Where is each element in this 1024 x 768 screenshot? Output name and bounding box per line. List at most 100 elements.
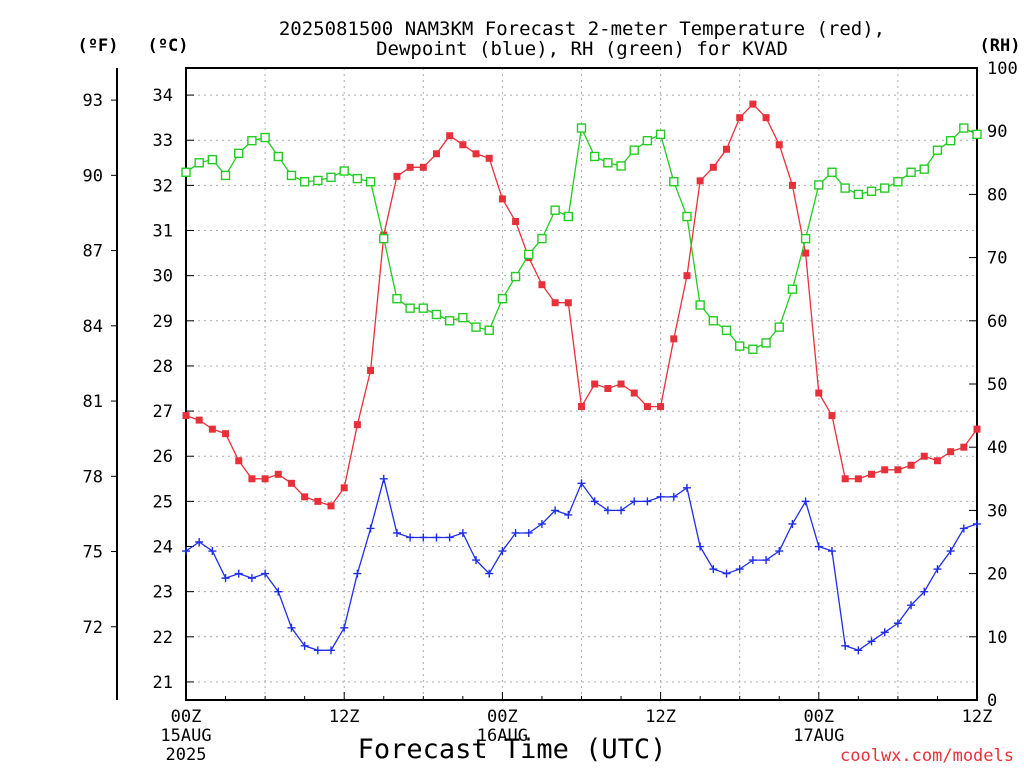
data-point: [960, 444, 967, 451]
data-point: [868, 637, 876, 645]
data-point: [512, 218, 519, 225]
data-point: [841, 184, 849, 192]
data-point: [512, 273, 520, 281]
data-point: [894, 466, 901, 473]
data-point: [947, 137, 955, 145]
data-point: [459, 529, 467, 537]
data-point: [630, 146, 638, 154]
data-point: [723, 570, 731, 578]
data-point: [604, 506, 612, 514]
data-point: [683, 213, 691, 221]
data-point: [828, 168, 836, 176]
data-point: [420, 164, 427, 171]
data-point: [828, 412, 835, 419]
data-point: [683, 484, 691, 492]
x-tick-label: 00Z: [803, 707, 834, 727]
rh-tick-label: 100: [987, 59, 1018, 79]
data-point: [183, 412, 190, 419]
data-point: [920, 165, 928, 173]
data-point: [775, 547, 783, 555]
data-point: [670, 493, 678, 501]
data-point: [367, 178, 375, 186]
data-point: [525, 250, 533, 258]
x-tick-date-label: 15AUG: [160, 726, 211, 746]
data-point: [788, 520, 796, 528]
data-point: [802, 497, 810, 505]
data-point: [328, 502, 335, 509]
data-point: [433, 150, 440, 157]
data-point: [235, 149, 243, 157]
data-point: [657, 493, 665, 501]
data-point: [591, 381, 598, 388]
data-point: [406, 533, 414, 541]
data-point: [353, 570, 361, 578]
data-point: [208, 156, 216, 164]
data-point: [473, 150, 480, 157]
fahrenheit-tick-label: 90: [83, 166, 103, 186]
celsius-tick-label: 34: [153, 86, 173, 106]
celsius-tick-label: 27: [153, 402, 173, 422]
data-point: [340, 624, 348, 632]
data-point: [736, 565, 744, 573]
fahrenheit-tick-label: 75: [83, 543, 103, 563]
data-point: [670, 178, 678, 186]
data-point: [275, 471, 282, 478]
data-point: [486, 155, 493, 162]
celsius-tick-label: 31: [153, 222, 173, 242]
data-point: [407, 164, 414, 171]
x-tick-date-label: 17AUG: [793, 726, 844, 746]
data-point: [367, 524, 375, 532]
data-point: [195, 538, 203, 546]
data-point: [644, 403, 651, 410]
fahrenheit-tick-label: 93: [83, 91, 103, 111]
fahrenheit-tick-label: 72: [83, 618, 103, 638]
axes: [111, 68, 977, 700]
data-point: [393, 295, 401, 303]
x-axis-label: Forecast Time (UTC): [358, 734, 667, 765]
celsius-tick-label: 26: [153, 447, 173, 467]
data-point: [815, 181, 823, 189]
data-point: [301, 178, 309, 186]
data-point: [565, 299, 572, 306]
data-point: [696, 543, 704, 551]
data-point: [630, 497, 638, 505]
data-point: [314, 646, 322, 654]
fahrenheit-tick-label: 78: [83, 467, 103, 487]
data-point: [419, 533, 427, 541]
series-2-meter-temperature: [183, 101, 981, 510]
data-point: [841, 642, 849, 650]
data-point: [591, 152, 599, 160]
data-point: [788, 285, 796, 293]
chart-title-line-1: 2025081500 NAM3KM Forecast 2-meter Tempe…: [279, 18, 885, 40]
data-point: [327, 173, 335, 181]
data-point: [670, 335, 677, 342]
data-point: [881, 184, 889, 192]
data-point: [709, 317, 717, 325]
fahrenheit-tick-label: 81: [83, 392, 103, 412]
data-point: [815, 543, 823, 551]
data-point: [472, 323, 480, 331]
data-point: [618, 381, 625, 388]
credit-link[interactable]: coolwx.com/models: [840, 746, 1014, 766]
data-point: [327, 646, 335, 654]
data-point: [921, 453, 928, 460]
data-point: [749, 556, 757, 564]
data-point: [854, 190, 862, 198]
x-tick-year-label: 2025: [166, 745, 207, 765]
celsius-tick-label: 24: [153, 538, 173, 558]
data-point: [196, 417, 203, 424]
data-point: [195, 159, 203, 167]
data-point: [815, 390, 822, 397]
data-point: [419, 304, 427, 312]
data-point: [604, 159, 612, 167]
data-point: [617, 506, 625, 514]
data-point: [696, 301, 704, 309]
celsius-tick-label: 30: [153, 267, 173, 287]
x-tick-label: 00Z: [487, 707, 518, 727]
data-point: [762, 556, 770, 564]
data-point: [248, 574, 256, 582]
data-point: [182, 547, 190, 555]
data-point: [314, 176, 322, 184]
data-point: [341, 484, 348, 491]
data-point: [525, 529, 533, 537]
